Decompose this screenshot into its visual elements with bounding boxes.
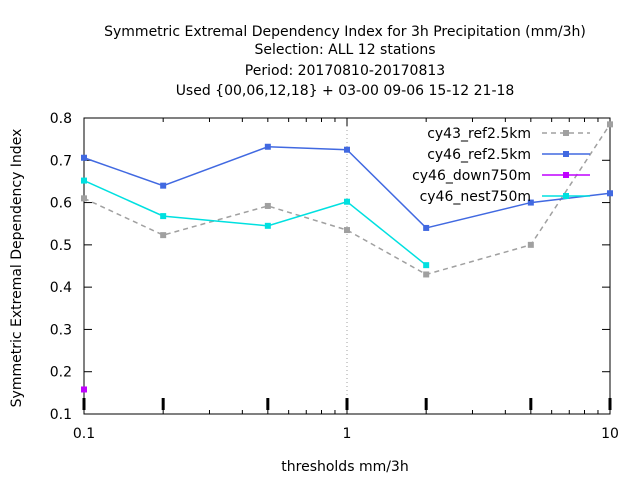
data-point-cy43_ref2.5km — [607, 121, 613, 128]
y-axis-label: Symmetric Extremal Dependency Index — [9, 129, 25, 408]
y-tick-label: 0.1 — [50, 407, 72, 423]
x-axis-label: thresholds mm/3h — [281, 459, 408, 475]
data-point-cy46_ref2.5km — [607, 190, 613, 197]
data-point-cy46_ref2.5km — [81, 154, 87, 161]
data-point-cy43_ref2.5km — [81, 195, 87, 202]
data-point-cy46_nest750m — [81, 177, 87, 184]
data-point-cy46_nest750m — [160, 213, 167, 220]
x-tick-label: 10 — [601, 426, 619, 442]
data-point-cy46_ref2.5km — [344, 146, 350, 153]
x-tick-label: 1 — [343, 426, 352, 442]
data-point-cy43_ref2.5km — [160, 232, 167, 239]
y-tick-label: 0.2 — [50, 365, 72, 381]
data-point-cy43_ref2.5km — [344, 227, 350, 234]
title-line-3: Period: 20170810-20170813 — [245, 63, 445, 79]
data-point-cy46_ref2.5km — [423, 224, 430, 231]
title-line-4: Used {00,06,12,18} + 03-00 09-06 15-12 2… — [176, 83, 515, 99]
legend-label-cy43_ref2.5km: cy43_ref2.5km — [427, 126, 531, 142]
y-tick-label: 0.3 — [50, 322, 72, 338]
legend-label-cy46_ref2.5km: cy46_ref2.5km — [427, 147, 531, 163]
y-tick-label: 0.5 — [50, 238, 72, 254]
chart-title: Symmetric Extremal Dependency Index for … — [104, 24, 586, 99]
data-point-cy46_ref2.5km — [527, 199, 534, 206]
data-point-cy46_nest750m — [344, 198, 350, 205]
plot-area: 0.1 0.2 0.3 0.4 0.5 0.6 0.7 0.8 0.1 1 10 — [50, 111, 619, 442]
y-tick-label: 0.4 — [50, 280, 72, 296]
y-tick-label: 0.6 — [50, 196, 72, 212]
data-point-cy46_nest750m — [423, 262, 430, 269]
data-point-cy46_nest750m — [264, 222, 271, 229]
legend-swatch-marker-cy46_down750m — [563, 172, 569, 178]
legend-swatch-marker-cy43_ref2.5km — [563, 130, 569, 136]
data-point-cy46_ref2.5km — [264, 143, 271, 150]
data-point-cy43_ref2.5km — [527, 241, 534, 248]
legend-label-cy46_nest750m: cy46_nest750m — [420, 189, 531, 205]
x-tick-label: 0.1 — [73, 426, 95, 442]
title-line-1: Symmetric Extremal Dependency Index for … — [104, 24, 586, 40]
data-point-cy46_down750m — [81, 386, 87, 393]
data-point-cy43_ref2.5km — [423, 271, 430, 278]
legend-swatch-marker-cy46_ref2.5km — [563, 151, 569, 157]
data-point-cy46_ref2.5km — [160, 182, 167, 189]
legend-swatch-marker-cy46_nest750m — [563, 193, 569, 199]
legend-label-cy46_down750m: cy46_down750m — [412, 168, 531, 184]
title-line-2: Selection: ALL 12 stations — [254, 42, 435, 58]
legend: cy43_ref2.5km cy46_ref2.5km cy46_down750mc… — [412, 126, 590, 205]
y-tick-label: 0.8 — [50, 111, 72, 127]
y-tick-label: 0.7 — [50, 153, 72, 169]
data-point-cy43_ref2.5km — [264, 202, 271, 209]
